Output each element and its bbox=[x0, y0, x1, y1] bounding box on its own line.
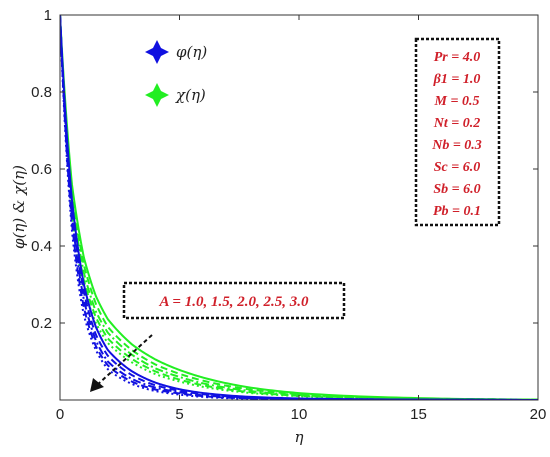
y-tick-label-2: 0.6 bbox=[31, 161, 52, 178]
y-tick-label-3: 0.8 bbox=[31, 84, 52, 101]
param-sc: Sc = 6.0 bbox=[434, 160, 480, 175]
legend-label-chi: χ(η) bbox=[175, 86, 206, 104]
x-tick-label-1: 5 bbox=[175, 406, 183, 423]
param-pr: Pr = 4.0 bbox=[434, 50, 480, 65]
param-pb: Pb = 0.1 bbox=[433, 204, 481, 219]
x-tick-label-2: 10 bbox=[291, 406, 308, 423]
x-axis-label: η bbox=[295, 428, 304, 446]
legend-marker-chi bbox=[145, 83, 169, 107]
x-tick-label-3: 15 bbox=[410, 406, 427, 423]
param-sb: Sb = 6.0 bbox=[433, 182, 480, 197]
legend-label-phi: φ(η) bbox=[176, 43, 207, 61]
param-nt: Nt = 0.2 bbox=[433, 116, 480, 131]
series-line-chi-A1-5 bbox=[60, 15, 538, 400]
legend-marker-phi bbox=[145, 40, 169, 64]
y-axis-label: φ(η) & χ(η) bbox=[10, 165, 28, 249]
x-tick-label-0: 0 bbox=[56, 406, 64, 423]
legend: φ(η) χ(η) bbox=[145, 40, 207, 107]
series-line-phi-A1-5 bbox=[60, 15, 538, 400]
trend-arrow bbox=[90, 334, 153, 392]
a-annotation-text: A = 1.0, 1.5, 2.0, 2.5, 3.0 bbox=[159, 294, 309, 310]
parameter-box-frame bbox=[414, 37, 501, 227]
param-nb: Nb = 0.3 bbox=[431, 138, 482, 153]
y-tick-label-0: 0.2 bbox=[31, 315, 52, 332]
series-line-chi-A1 bbox=[60, 15, 538, 400]
x-tick-label-4: 20 bbox=[530, 406, 547, 423]
y-tick-label-4: 1 bbox=[44, 7, 52, 24]
a-annotation-frame bbox=[122, 281, 346, 320]
param-m: M = 0.5 bbox=[434, 94, 480, 109]
a-annotation: A = 1.0, 1.5, 2.0, 2.5, 3.0 bbox=[122, 281, 346, 320]
parameter-box: Pr = 4.0 β1 = 1.0 M = 0.5 Nt = 0.2 Nb = … bbox=[414, 37, 501, 227]
series-line-phi-A3 bbox=[60, 15, 538, 400]
axis-ticks bbox=[59, 14, 539, 400]
param-beta1: β1 = 1.0 bbox=[433, 72, 481, 87]
y-tick-label-1: 0.4 bbox=[31, 238, 52, 255]
